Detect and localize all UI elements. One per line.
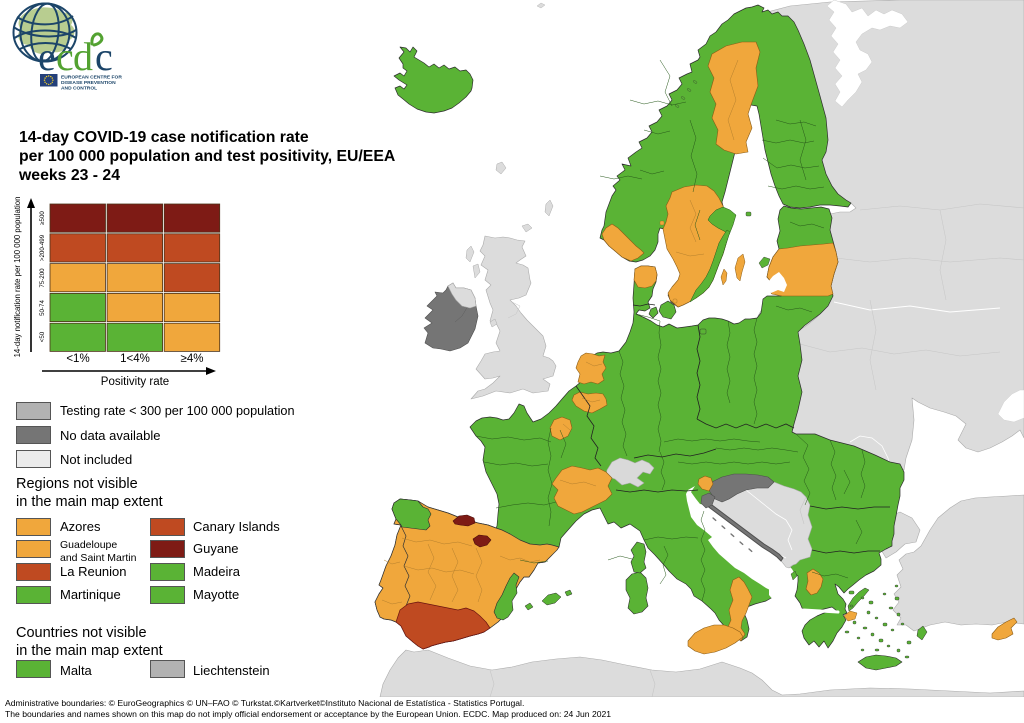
svg-text:<1%: <1% <box>66 353 89 365</box>
svg-text:c: c <box>56 34 74 79</box>
svg-text:DISEASE PREVENTION: DISEASE PREVENTION <box>61 80 116 86</box>
svg-text:≥500: ≥500 <box>39 211 46 225</box>
svg-text:1<4%: 1<4% <box>120 353 150 365</box>
svg-text:c: c <box>95 34 113 79</box>
svg-text:<50: <50 <box>39 331 46 342</box>
svg-text:Positivity rate: Positivity rate <box>101 376 169 388</box>
svg-text:50-74: 50-74 <box>39 300 46 316</box>
svg-text:EUROPEAN CENTRE FOR: EUROPEAN CENTRE FOR <box>61 75 122 81</box>
svg-text:>200-499: >200-499 <box>39 234 46 261</box>
svg-text:14-day notification rate per 1: 14-day notification rate per 100 000 pop… <box>13 197 22 358</box>
svg-text:e: e <box>38 34 56 79</box>
svg-text:75-200: 75-200 <box>39 268 46 288</box>
svg-text:AND CONTROL: AND CONTROL <box>61 86 97 92</box>
svg-text:≥4%: ≥4% <box>181 353 204 365</box>
svg-text:d: d <box>73 34 93 79</box>
